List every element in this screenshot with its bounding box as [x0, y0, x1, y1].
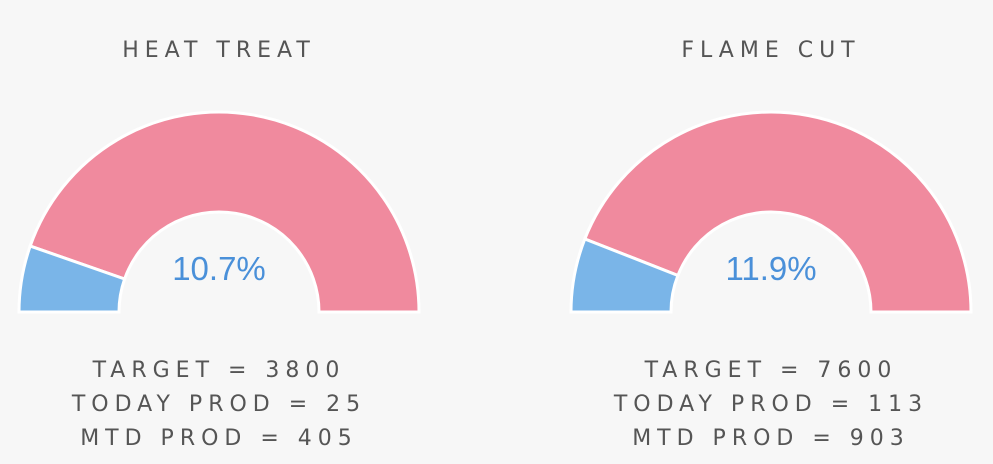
- today-prod-value: TODAY PROD = 113: [613, 392, 929, 417]
- gauge-title: FLAME CUT: [681, 38, 861, 63]
- gauge-percent: 10.7%: [172, 250, 266, 287]
- gauge-filled-segment: [569, 237, 680, 314]
- gauge-stats: TARGET = 7600 TODAY PROD = 113 MTD PROD …: [561, 354, 981, 456]
- gauge-remaining-segment: [582, 110, 973, 314]
- target-value: TARGET = 7600: [644, 358, 898, 383]
- gauge-filled-segment: [17, 244, 127, 314]
- today-prod-value: TODAY PROD = 25: [71, 392, 367, 417]
- gauge-heat-treat: HEAT TREAT 10.7% TARGET = 3800 TODAY PRO…: [9, 0, 429, 464]
- gauge-percent: 11.9%: [725, 250, 817, 287]
- gauge-chart: [17, 110, 421, 314]
- mtd-prod-value: MTD PROD = 903: [632, 426, 910, 451]
- target-value: TARGET = 3800: [92, 358, 346, 383]
- gauge-title: HEAT TREAT: [122, 38, 316, 63]
- gauge-remaining-segment: [28, 110, 421, 314]
- gauge-stats: TARGET = 3800 TODAY PROD = 25 MTD PROD =…: [9, 354, 429, 456]
- gauge-flame-cut: FLAME CUT 11.9% TARGET = 7600 TODAY PROD…: [561, 0, 981, 464]
- mtd-prod-value: MTD PROD = 405: [80, 426, 358, 451]
- gauge-chart: [569, 110, 973, 314]
